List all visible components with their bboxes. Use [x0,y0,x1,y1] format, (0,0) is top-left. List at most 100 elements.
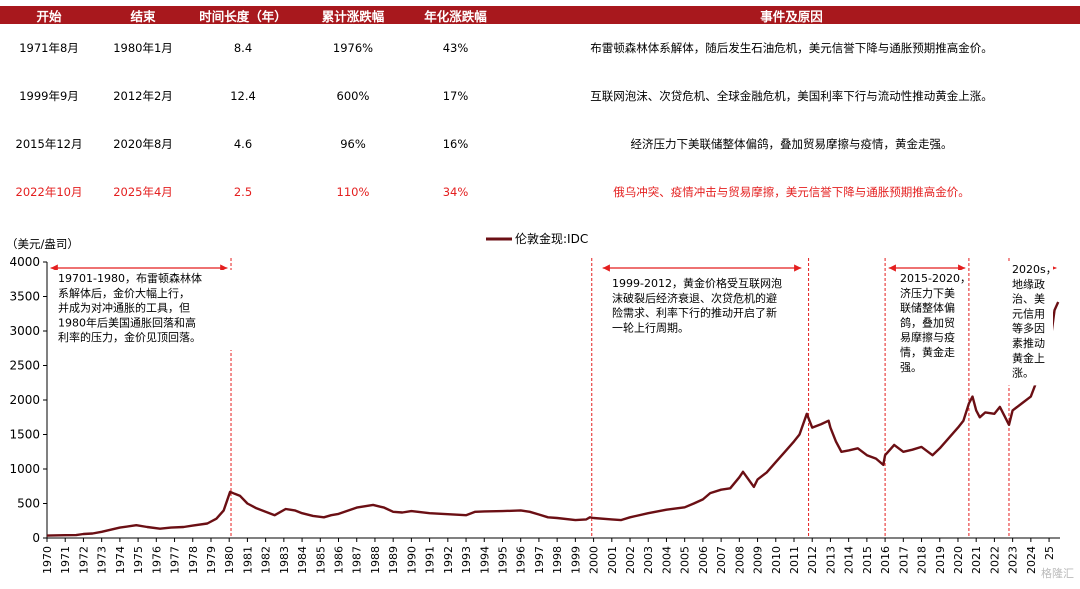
x-tick-label: 1979 [205,546,218,574]
x-tick-label: 1981 [241,546,254,574]
cell-annualized: 43% [442,41,469,55]
y-tick-label: 1000 [9,462,40,476]
x-tick-label: 2014 [843,546,856,574]
x-tick-label: 2010 [770,546,783,574]
annotation-bg [54,270,234,350]
x-tick-label: 1997 [533,546,546,574]
watermark: 格隆汇 [1041,567,1074,580]
header-years: 时间长度（年） [199,8,287,24]
cell-start: 2015年12月 [15,137,83,151]
x-tick-label: 1972 [77,546,90,574]
table-row: 1999年9月 2012年2月 12.4 600% 17% 互联网泡沫、次贷危机、全球金融… [0,72,1080,120]
annotation-text: 2020s， [1012,263,1057,276]
x-tick-label: 1977 [169,546,182,574]
annotation-text: 联储整体偏 [900,301,955,315]
x-tick-label: 2004 [660,546,673,574]
x-tick-label: 1974 [114,546,127,574]
cell-start: 2022年10月 [15,185,83,199]
cell-start: 1971年8月 [19,41,79,55]
y-tick-label: 1500 [9,428,40,442]
x-tick-label: 2003 [642,546,655,574]
x-tick-label: 1971 [59,546,72,574]
x-tick-label: 1998 [551,546,564,574]
x-tick-label: 2000 [588,546,601,574]
x-tick-label: 2016 [879,546,892,574]
annotation-text: 利率的压力，金价见顶回落。 [58,330,201,344]
x-tick-label: 1970 [41,546,54,574]
x-tick-label: 1986 [333,546,346,574]
x-tick-label: 1989 [387,546,400,574]
x-tick-label: 2012 [806,546,819,574]
annotation-text: 济压力下美 [900,286,955,300]
annotation-text: 素推动 [1012,336,1045,350]
cell-cumulative: 110% [336,185,370,199]
cell-years: 8.4 [233,41,253,55]
cell-end: 2020年8月 [113,137,173,151]
x-tick-label: 2002 [624,546,637,574]
y-tick-label: 500 [17,497,40,511]
x-tick-label: 2018 [916,546,929,574]
y-axis-label: （美元/盎司） [6,237,79,251]
event-table: 开始 结束 时间长度（年） 累计涨跌幅 年化涨跌幅 事件及原因 1971年8月 1… [0,6,1080,216]
x-tick-label: 2001 [606,546,619,574]
x-tick-label: 1993 [460,546,473,574]
x-tick-label: 2019 [934,546,947,574]
cell-reason: 互联网泡沫、次贷危机、全球金融危机，美国利率下行与流动性推动黄金上涨。 [590,89,993,103]
x-tick-label: 1985 [314,546,327,574]
annotation-text: 系解体后，金价大幅上行， [58,286,190,300]
header-annualized: 年化涨跌幅 [424,8,487,24]
x-tick-label: 2020 [952,546,965,574]
cell-annualized: 16% [442,137,469,151]
annotation-text: 一轮上行周期。 [612,320,689,334]
cell-reason: 俄乌冲突、疫情冲击与贸易摩擦，美元信誉下降与通胀预期推高金价。 [613,185,970,199]
cell-annualized: 34% [442,185,469,199]
x-tick-label: 1992 [442,546,455,574]
annotation-text: 强。 [900,361,922,374]
gold-price-line [46,301,1060,537]
cell-cumulative: 96% [340,137,366,151]
x-tick-label: 1987 [351,546,364,574]
x-tick-label: 1996 [515,546,528,574]
annotation-text: 险需求、利率下行的推动开启了新 [612,306,777,320]
cell-end: 2025年4月 [113,185,173,199]
x-tick-label: 1973 [96,546,109,574]
x-tick-label: 2015 [861,546,874,574]
annotation-text: 地缘政 [1012,277,1045,291]
x-tick-label: 1988 [369,546,382,574]
cell-years: 2.5 [233,185,253,199]
cell-reason: 布雷顿森林体系解体，随后发生石油危机，美元信誉下降与通胀预期推高金价。 [590,41,993,55]
table-header: 开始 结束 时间长度（年） 累计涨跌幅 年化涨跌幅 事件及原因 [0,6,1080,24]
annotation-text: 情，黄金走 [900,345,955,359]
cell-years: 12.4 [230,89,256,103]
x-tick-label: 2005 [679,546,692,574]
annotation-text: 元信用 [1012,307,1045,320]
x-tick-label: 2013 [824,546,837,574]
y-tick-label: 2500 [9,359,40,373]
x-tick-label: 1995 [496,546,509,574]
cell-annualized: 17% [442,89,469,103]
annotation-text: 19701-1980，布雷顿森林体 [58,271,202,285]
annotation-text: 1980年后美国通胀回落和高 [58,315,196,329]
x-tick-label: 1975 [132,546,145,574]
x-tick-label: 2023 [1007,546,1020,574]
x-tick-label: 1980 [223,546,236,574]
x-tick-label: 1994 [478,546,491,574]
x-tick-label: 2022 [988,546,1001,574]
legend-label: 伦敦金现:IDC [515,231,588,246]
annotation-text: 1999-2012，黄金价格受互联网泡 [612,276,782,290]
cell-end: 1980年1月 [113,41,173,55]
cell-years: 4.6 [233,137,253,151]
header-end: 结束 [130,8,156,24]
table-row: 2015年12月 2020年8月 4.6 96% 16% 经济压力下美联储整体偏鸽，叠加贸… [0,120,1080,168]
annotation-text: 等多因 [1012,321,1045,335]
y-tick-label: 4000 [9,255,40,269]
x-tick-label: 25 [1043,546,1056,560]
header-cumulative: 累计涨跌幅 [321,8,385,24]
annotation-bg [1008,261,1053,386]
x-tick-label: 2011 [788,546,801,574]
y-tick-label: 3000 [9,324,40,338]
x-tick-label: 1978 [187,546,200,574]
header-reason: 事件及原因 [760,8,823,24]
cell-start: 1999年9月 [19,89,79,103]
